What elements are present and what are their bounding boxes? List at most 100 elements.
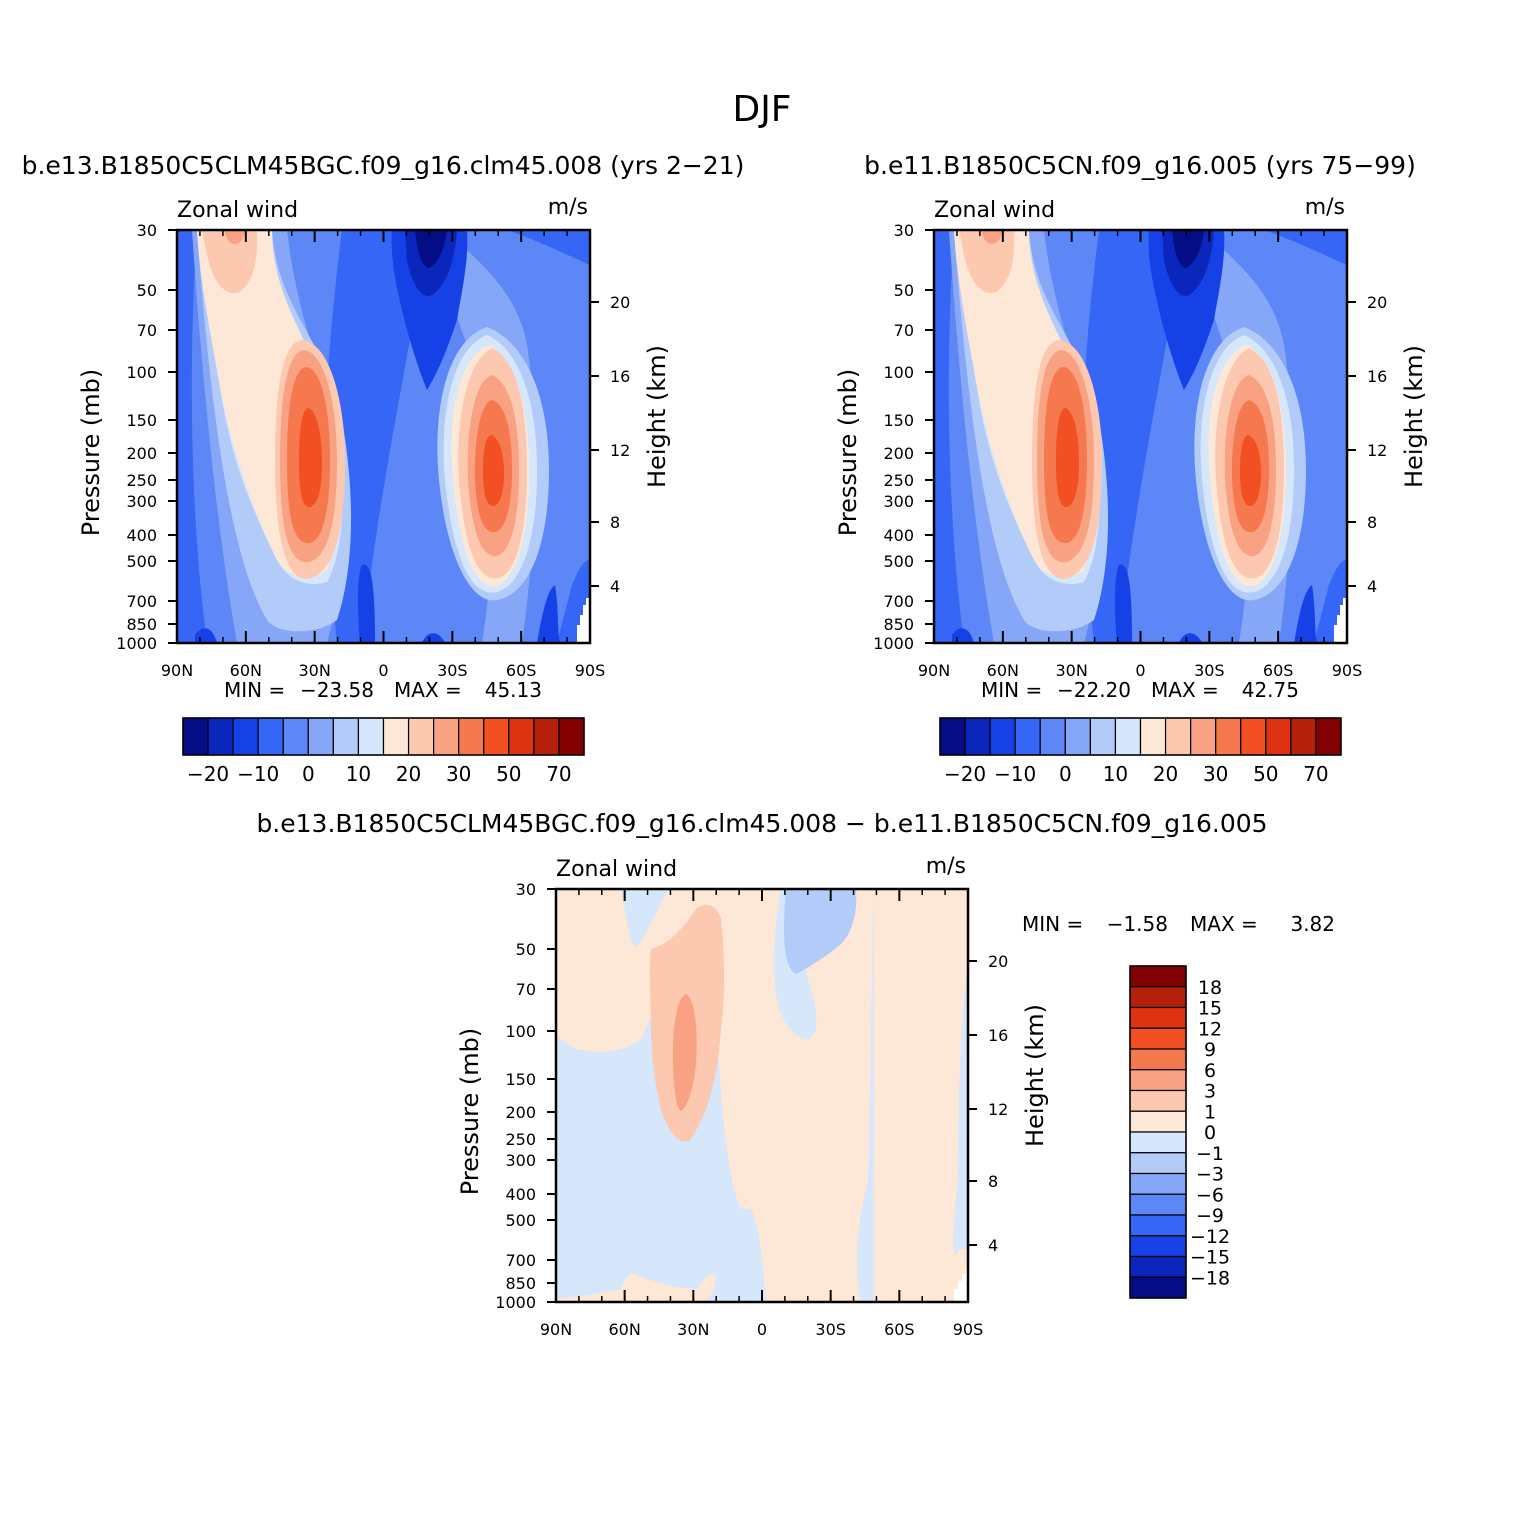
y-axis-label: Pressure (mb)	[77, 369, 105, 536]
colorbar-label: −3	[1196, 1164, 1224, 1186]
colorbar-label: −6	[1196, 1184, 1224, 1206]
colorbar-label: 0	[302, 762, 315, 786]
max-label: MAX =	[1151, 678, 1219, 702]
panel-1: b.e13.B1850C5CLM45BGC.f09_g16.clm45.008 …	[22, 151, 745, 786]
contour-region	[874, 889, 968, 1302]
x-tick-label: 30S	[815, 1320, 846, 1339]
y-tick-label: 250	[505, 1130, 536, 1149]
y-tick-label: 850	[126, 615, 157, 634]
colorbar-label: −12	[1190, 1226, 1230, 1248]
colorbar-label: −10	[994, 762, 1036, 786]
contour-field	[934, 230, 1347, 643]
y-tick-label: 400	[126, 526, 157, 545]
colorbar-swatch	[182, 717, 209, 756]
colorbar-swatch	[1129, 1110, 1187, 1133]
min-label: MIN =	[981, 678, 1042, 702]
colorbar-label: 12	[1198, 1018, 1222, 1040]
y-tick-label: 700	[126, 592, 157, 611]
y-tick-label: 150	[505, 1070, 536, 1089]
colorbar-swatch	[1215, 717, 1242, 756]
colorbar-swatch	[533, 717, 560, 756]
colorbar-swatch	[458, 717, 485, 756]
y2-tick-label: 20	[610, 293, 630, 312]
min-label: MIN =	[224, 678, 285, 702]
colorbar-label: 6	[1204, 1060, 1216, 1082]
x-tick-label: 90N	[918, 661, 950, 680]
colorbar-label: 9	[1204, 1039, 1216, 1061]
colorbar-label: 0	[1059, 762, 1072, 786]
y-tick-label: 100	[505, 1022, 536, 1041]
colorbar-swatch	[1129, 1152, 1187, 1175]
colorbar-swatch	[307, 717, 334, 756]
x-tick-label: 60S	[506, 661, 537, 680]
x-tick-label: 90S	[1332, 661, 1363, 680]
contour-region	[537, 585, 560, 643]
colorbar-label: 3	[1204, 1081, 1216, 1103]
x-tick-label: 90S	[953, 1320, 984, 1339]
y-tick-label: 1000	[116, 634, 157, 653]
colorbar-label: 50	[496, 762, 521, 786]
y-tick-label: 150	[126, 411, 157, 430]
colorbar-swatch	[1129, 1089, 1187, 1112]
contour-region	[672, 994, 697, 1111]
colorbar-label: 30	[1203, 762, 1228, 786]
y-tick-label: 50	[137, 281, 157, 300]
y-tick-label: 200	[505, 1103, 536, 1122]
colorbar-swatch	[989, 717, 1016, 756]
y-tick-label: 400	[883, 526, 914, 545]
colorbar-swatch	[1014, 717, 1041, 756]
variable-label: Zonal wind	[934, 198, 1055, 223]
y-tick-label: 250	[126, 471, 157, 490]
y2-tick-label: 8	[610, 513, 620, 532]
y-tick-label: 500	[126, 552, 157, 571]
y-tick-label: 700	[505, 1251, 536, 1270]
panel-title: b.e13.B1850C5CLM45BGC.f09_g16.clm45.008 …	[256, 809, 1267, 838]
max-value: 42.75	[1242, 678, 1299, 702]
colorbar-swatch	[382, 717, 410, 756]
colorbar-swatch	[1265, 717, 1292, 756]
colorbar-swatch	[1240, 717, 1267, 756]
colorbar-label: 30	[446, 762, 471, 786]
contour-region	[299, 408, 322, 508]
y2-axis-label: Height (km)	[1400, 345, 1428, 488]
y-tick-label: 1000	[873, 634, 914, 653]
y-tick-label: 30	[137, 221, 157, 240]
colorbar-label: 70	[546, 762, 571, 786]
y2-axis-label: Height (km)	[1021, 1004, 1049, 1147]
y-tick-label: 200	[883, 444, 914, 463]
colorbar-swatch	[407, 717, 435, 756]
contour-region	[982, 230, 1002, 244]
colorbar-label: 20	[1153, 762, 1178, 786]
y2-axis-label: Height (km)	[643, 345, 671, 488]
y-tick-label: 850	[505, 1274, 536, 1293]
contour-region	[422, 633, 445, 643]
y-tick-label: 500	[505, 1211, 536, 1230]
x-tick-label: 30S	[1194, 661, 1225, 680]
panel-title: b.e11.B1850C5CN.f09_g16.005 (yrs 75−99)	[864, 151, 1416, 180]
y-tick-label: 150	[883, 411, 914, 430]
colorbar-swatch	[257, 717, 284, 756]
figure-title: DJF	[732, 89, 791, 130]
max-label: MAX =	[394, 678, 462, 702]
colorbar-label: 50	[1253, 762, 1278, 786]
min-label: MIN =	[1022, 912, 1083, 936]
colorbar-swatch	[1129, 1006, 1187, 1029]
colorbar-frame	[182, 717, 585, 756]
y-tick-label: 400	[505, 1185, 536, 1204]
colorbar-label: −20	[187, 762, 229, 786]
missing-data-mask	[577, 598, 590, 643]
panel-3: b.e13.B1850C5CLM45BGC.f09_g16.clm45.008 …	[256, 809, 1335, 1339]
y-tick-label: 1000	[495, 1293, 536, 1312]
x-tick-label: 60S	[884, 1320, 915, 1339]
colorbar-swatch	[282, 717, 309, 756]
colorbar-label: 15	[1198, 998, 1222, 1020]
colorbar-swatch	[964, 717, 991, 756]
contour-region	[202, 230, 258, 294]
y-tick-label: 30	[894, 221, 914, 240]
contour-field	[556, 889, 968, 1302]
colorbar-swatch	[332, 717, 360, 756]
colorbar-swatch	[1129, 1235, 1187, 1258]
y2-tick-label: 16	[1367, 367, 1387, 386]
contour-region	[1056, 408, 1079, 508]
colorbar-label: 1	[1204, 1101, 1216, 1123]
